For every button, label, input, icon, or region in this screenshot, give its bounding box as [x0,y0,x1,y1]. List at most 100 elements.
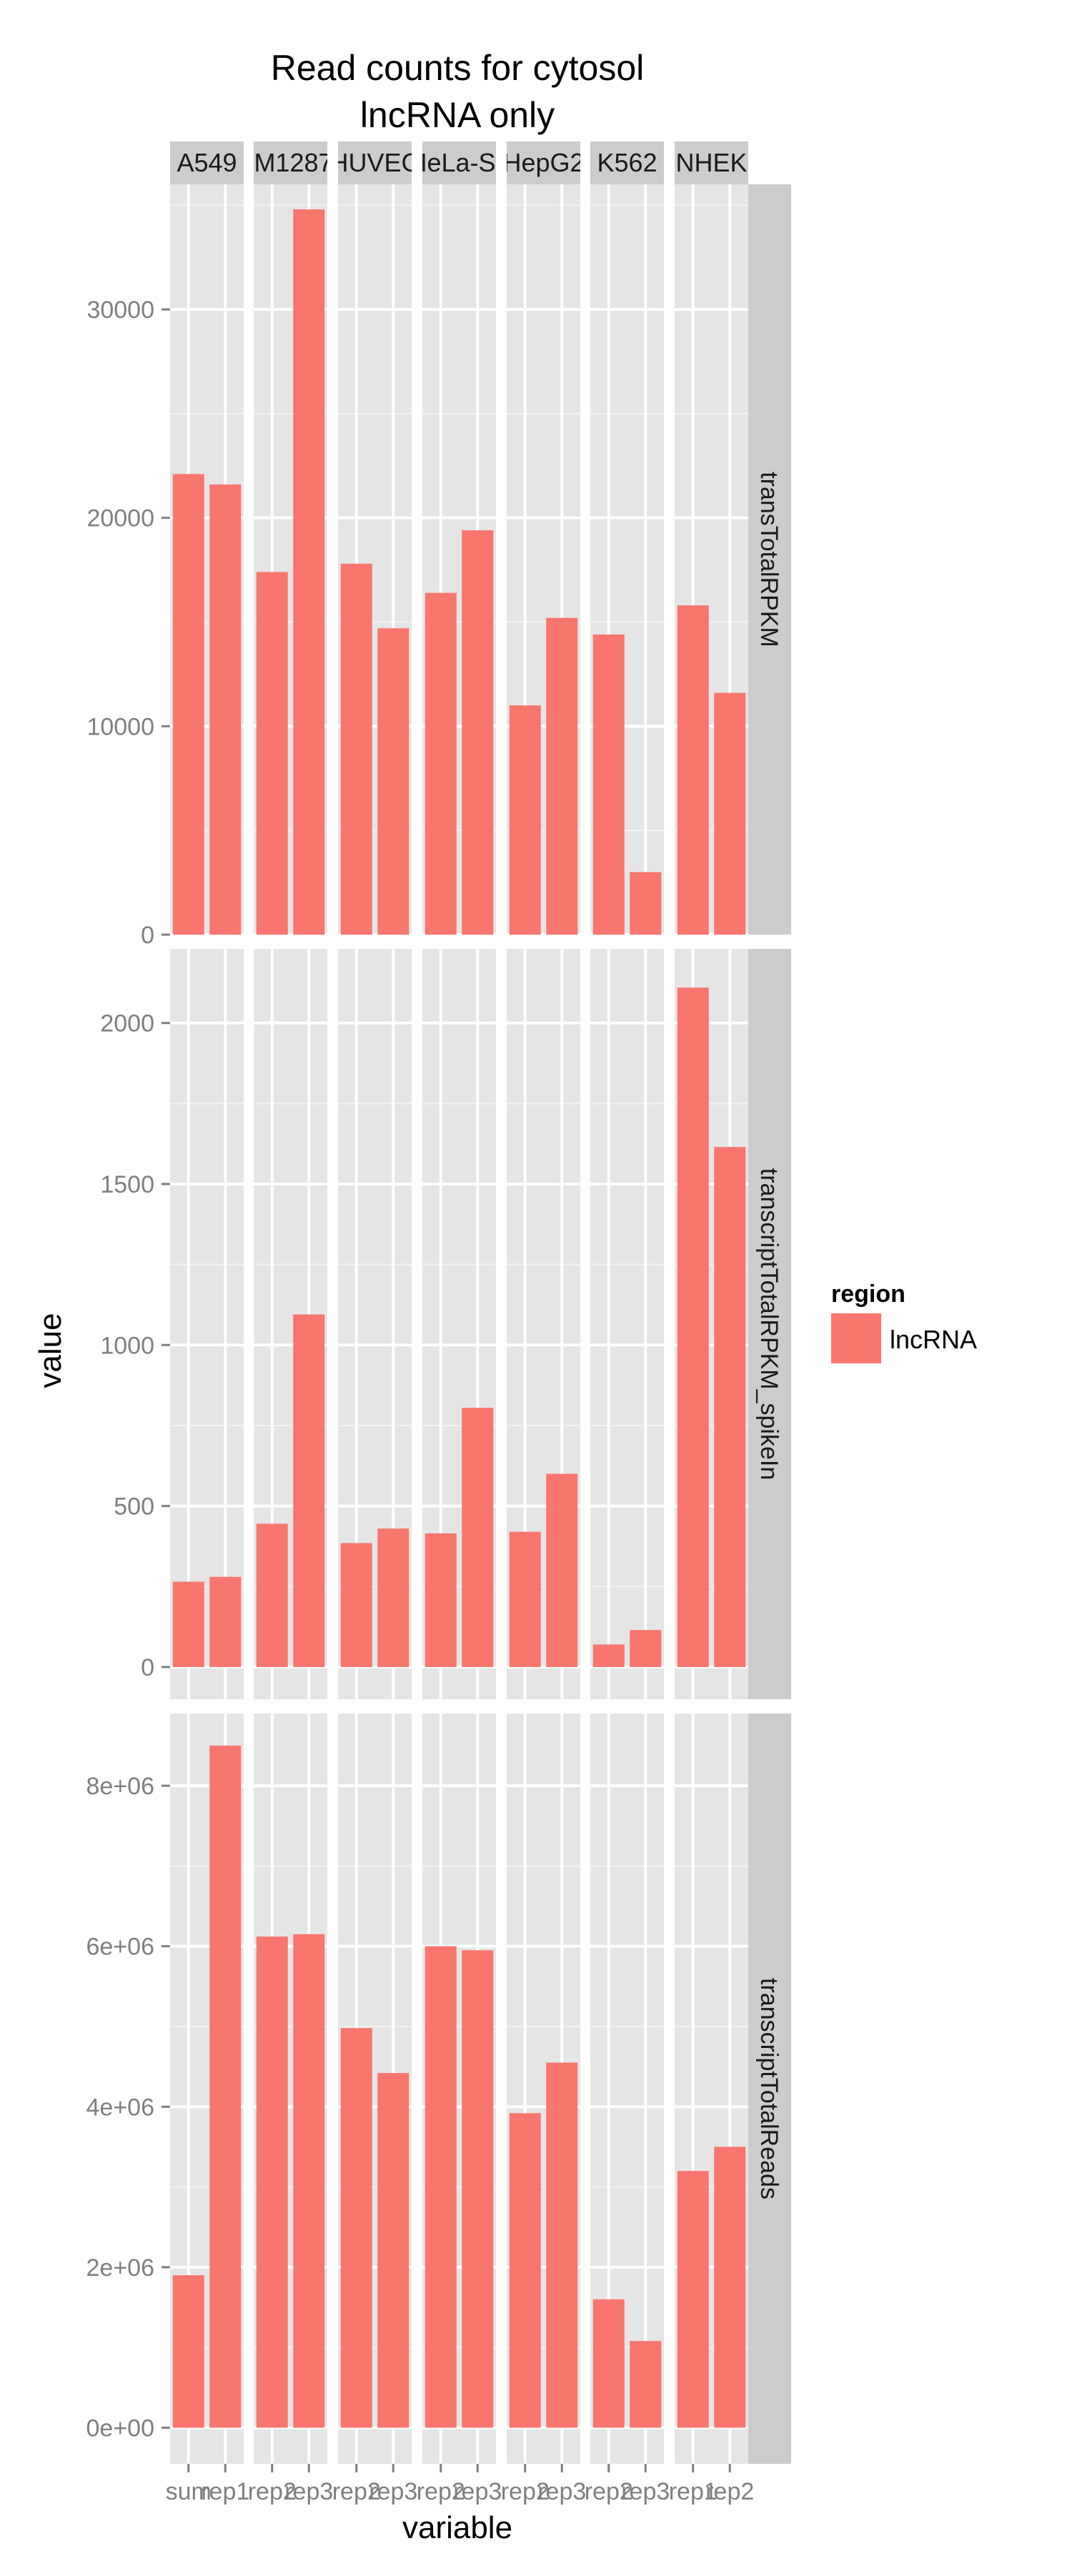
y-axis-title: value [33,1313,68,1388]
bar-transtotalrpkm-gm12878-1 [256,572,288,935]
bar-transcripttotalrpkm-spikein-huvec-1 [340,1543,372,1667]
row-strip-label-transcripttotalreads: transcriptTotalReads [755,1978,783,2199]
legend: region lncRNA [831,1280,977,1363]
strip-bg-gm12878 [254,141,327,184]
y-tick-label: 1000 [100,1332,154,1359]
bar-transcripttotalrpkm-spikein-gm12878-1 [256,1523,288,1667]
x-tick-label: sum [166,2478,212,2505]
row-strip-label-transtotalrpkm: transTotalRPKM [755,472,783,647]
row-strip-bg-transcripttotalrpkm-spikein [748,949,791,1699]
x-axis-title: variable [402,2510,512,2545]
row-strip-bg-transtotalrpkm [748,184,791,935]
y-tick-label: 4e+06 [86,2094,155,2121]
strip-bg-hepg2 [507,141,580,184]
bar-transcripttotalreads-hepg2-2 [546,2062,578,2428]
x-tick-label: rep2 [501,2478,550,2505]
x-tick-label: rep2 [585,2478,633,2505]
strip-label-a549: A549 [177,148,237,177]
bar-transtotalrpkm-huvec-2 [377,628,410,935]
x-tick-label: rep3 [453,2478,502,2505]
x-tick-label: rep2 [332,2478,381,2505]
bar-transcripttotalrpkm-spikein-nhek-1 [677,988,709,1667]
bar-transtotalrpkm-k562-1 [592,635,625,935]
strip-bg-k562 [590,141,664,184]
bar-transcripttotalreads-hela-s3-2 [462,1950,494,2428]
y-tick-label: 8e+06 [86,1773,155,1800]
strip-bg-huvec [338,141,412,184]
x-tick-label: rep3 [284,2478,333,2505]
y-tick-label: 10000 [86,713,154,740]
y-tick-label: 0 [141,922,154,949]
bar-transtotalrpkm-gm12878-2 [293,209,325,935]
bar-transcripttotalreads-hela-s3-1 [425,1946,457,2428]
y-tick-label: 20000 [86,505,154,532]
panel-bg [590,949,664,1699]
y-tick-label: 0 [141,1654,154,1681]
bar-transcripttotalreads-hepg2-1 [509,2113,541,2428]
bar-transcripttotalreads-a549-2 [209,1745,242,2428]
x-tick-label: rep1 [669,2478,718,2505]
bar-transcripttotalrpkm-spikein-hepg2-2 [546,1473,578,1667]
bar-transcripttotalrpkm-spikein-hepg2-1 [509,1531,541,1667]
x-tick-label: rep1 [201,2478,249,2505]
y-tick-label: 2e+06 [86,2254,155,2282]
y-tick-label: 500 [114,1493,154,1521]
strip-label-hepg2: HepG2 [502,148,584,177]
legend-label-lncrna: lncRNA [890,1325,977,1354]
bar-transtotalrpkm-huvec-1 [340,563,372,935]
y-tick-label: 1500 [100,1171,154,1198]
bar-transcripttotalrpkm-spikein-a549-1 [172,1581,204,1667]
strip-bg-a549 [170,141,244,184]
x-tick-label: rep3 [537,2478,586,2505]
chart-title-line-2: lncRNA only [360,95,555,135]
bar-transcripttotalrpkm-spikein-k562-1 [592,1644,625,1667]
bar-transcripttotalrpkm-spikein-hela-s3-1 [425,1533,457,1667]
bar-transtotalrpkm-hela-s3-1 [425,592,457,935]
bar-transcripttotalrpkm-spikein-nhek-2 [714,1147,746,1667]
bar-transcripttotalreads-huvec-2 [377,2073,410,2428]
bar-transcripttotalrpkm-spikein-hela-s3-2 [462,1408,494,1667]
bar-transtotalrpkm-a549-1 [172,474,204,935]
x-tick-label: rep3 [369,2478,417,2505]
x-tick-label: rep3 [621,2478,670,2505]
y-tick-label: 2000 [100,1010,154,1038]
bar-transcripttotalreads-nhek-2 [714,2147,746,2428]
bar-transtotalrpkm-nhek-2 [714,692,746,935]
y-tick-label: 30000 [86,297,154,324]
bar-transtotalrpkm-a549-2 [209,484,242,935]
strip-label-nhek: NHEK [675,148,747,177]
row-strip-label-transcripttotalrpkm-spikein: transcriptTotalRPKM_spikeIn [755,1168,783,1481]
strip-label-huvec: HUVEC [329,148,420,177]
bar-transcripttotalrpkm-spikein-huvec-2 [377,1528,410,1667]
bar-transcripttotalreads-gm12878-1 [256,1936,288,2428]
bar-transtotalrpkm-k562-2 [630,872,662,935]
bar-transtotalrpkm-hela-s3-2 [462,530,494,935]
bar-transcripttotalrpkm-spikein-gm12878-2 [293,1314,325,1667]
bar-transcripttotalreads-nhek-1 [677,2171,709,2428]
x-tick-label: rep2 [705,2478,754,2505]
strip-bg-hela-s3 [422,141,496,184]
bar-transcripttotalreads-k562-1 [592,2299,625,2428]
chart-title-line-1: Read counts for cytosol [271,48,645,88]
strip-bg-nhek [675,141,748,184]
bar-transcripttotalreads-huvec-1 [340,2028,372,2428]
panel-bg [170,949,244,1699]
x-tick-label: rep2 [417,2478,465,2505]
strip-label-gm12878: GM12878 [234,148,347,177]
bar-transcripttotalreads-k562-2 [630,2341,662,2428]
y-tick-label: 6e+06 [86,1934,155,1961]
bar-transcripttotalreads-gm12878-2 [293,1934,325,2428]
bar-transcripttotalreads-a549-1 [172,2275,204,2428]
x-tick-label: rep2 [248,2478,297,2505]
bar-transtotalrpkm-hepg2-1 [509,705,541,935]
bar-transcripttotalrpkm-spikein-k562-2 [630,1630,662,1667]
row-strip-bg-transcripttotalreads [748,1714,791,2464]
legend-key-lncrna [831,1313,881,1363]
bar-transtotalrpkm-hepg2-2 [546,617,578,935]
bar-transtotalrpkm-nhek-1 [677,605,709,935]
y-tick-label: 0e+00 [86,2415,155,2442]
strip-label-hela-s3: HeLa-S3 [408,148,510,177]
